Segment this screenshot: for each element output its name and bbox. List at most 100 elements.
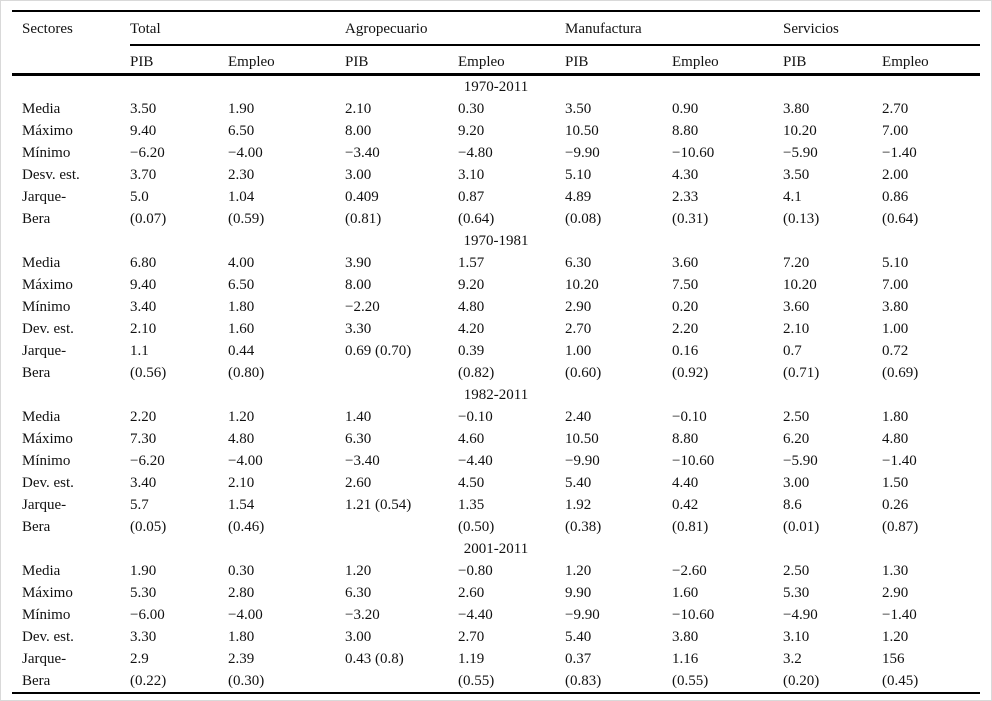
statistics-table: Sectores Total Agropecuario Manufactura … (12, 10, 981, 694)
table-cell: 0.30 (228, 562, 255, 579)
table-cell: 8.00 (345, 122, 372, 139)
table-cell: 1.80 (228, 628, 255, 645)
period-row: 1982-2011 (12, 384, 980, 406)
table-cell: 2.50 (783, 408, 810, 425)
row-label: Bera (22, 518, 51, 535)
table-cell: (0.30) (228, 672, 265, 689)
table-cell: 3.2 (783, 650, 802, 667)
table-cell: 2.10 (130, 320, 157, 337)
row-label: Jarque- (22, 496, 67, 513)
table-cell: 5.40 (565, 474, 592, 491)
table-cell: (0.05) (130, 518, 167, 535)
table-cell: −4.40 (458, 452, 493, 469)
table-cell: (0.31) (672, 210, 709, 227)
table-cell: 1.90 (228, 100, 255, 117)
table-cell: 5.30 (783, 584, 810, 601)
row-label: Máximo (22, 584, 73, 601)
row-label: Máximo (22, 276, 73, 293)
table-cell: 10.50 (565, 430, 599, 447)
table-cell: −4.00 (228, 452, 263, 469)
table-cell: (0.87) (882, 518, 919, 535)
table-row: Mínimo −6.20 −4.00 −3.40 −4.80 −9.90 −10.60 −5.… (12, 142, 980, 164)
table-cell: 1.19 (458, 650, 485, 667)
table-cell: 10.50 (565, 122, 599, 139)
table-cell: 2.80 (228, 584, 255, 601)
col-header-empleo: Empleo (458, 45, 566, 76)
table-cell: 8.80 (672, 122, 699, 139)
table-cell: 2.90 (565, 298, 592, 315)
row-label: Dev. est. (22, 474, 74, 491)
table-cell: 4.20 (458, 320, 485, 337)
sub-header-row: PIB Empleo PIB Empleo PIB Empleo PIB Emp… (12, 45, 981, 76)
table-cell: 3.00 (345, 166, 372, 183)
row-label: Máximo (22, 122, 73, 139)
table-cell: 4.89 (565, 188, 592, 205)
group-header-agropecuario: Agropecuario (345, 11, 566, 46)
table-cell: 9.20 (458, 122, 485, 139)
table-cell: (0.81) (345, 210, 382, 227)
table-cell: 2.10 (345, 100, 372, 117)
table-cell: 2.00 (882, 166, 909, 183)
table-cell: 1.35 (458, 496, 485, 513)
table-cell: 0.86 (882, 188, 909, 205)
table-cell: 0.16 (672, 342, 699, 359)
table-cell: 6.20 (783, 430, 810, 447)
period-label: 1970-1981 (463, 232, 529, 249)
table-cell: 4.60 (458, 430, 485, 447)
row-label: Mínimo (22, 606, 71, 623)
table-cell: −9.90 (565, 452, 600, 469)
row-label: Bera (22, 672, 51, 689)
table-cell: −0.10 (672, 408, 707, 425)
table-cell: 7.30 (130, 430, 157, 447)
col-header-pib: PIB (130, 45, 228, 76)
table-cell: 2.33 (672, 188, 699, 205)
table-cell: 3.50 (565, 100, 592, 117)
table-cell: 3.80 (672, 628, 699, 645)
table-cell: 0.37 (565, 650, 592, 667)
table-cell (345, 362, 458, 384)
table-cell: 9.40 (130, 122, 157, 139)
table-cell: −5.90 (783, 144, 818, 161)
table-cell: −2.20 (345, 298, 380, 315)
table-cell: 6.30 (565, 254, 592, 271)
col-header-empleo: Empleo (228, 45, 346, 76)
table-row: Media 6.80 4.00 3.90 1.57 6.30 3.60 7.20 5.10 (12, 252, 980, 274)
row-label: Máximo (22, 430, 73, 447)
table-cell: 1.1 (130, 342, 149, 359)
table-cell: 8.00 (345, 276, 372, 293)
table-cell: (0.46) (228, 518, 265, 535)
table-cell: 5.7 (130, 496, 149, 513)
table-cell: (0.83) (565, 672, 602, 689)
col-header-empleo: Empleo (882, 45, 981, 76)
table-cell: 1.21 (0.54) (345, 496, 412, 513)
table-cell: 6.80 (130, 254, 157, 271)
table-body: 1970-2011 Media 3.50 1.90 2.10 0.30 3.50 0.90 3.… (12, 74, 980, 693)
group-header-total: Total (130, 11, 346, 46)
table-cell: −6.20 (130, 452, 165, 469)
table-cell: 6.50 (228, 276, 255, 293)
table-cell: −1.40 (882, 606, 917, 623)
table-row: Media 2.20 1.20 1.40 −0.10 2.40 −0.10 2.50 1.80 (12, 406, 980, 428)
table-cell: 3.80 (783, 100, 810, 117)
table-cell: −0.10 (458, 408, 493, 425)
table-cell: 2.9 (130, 650, 149, 667)
table-cell: 4.40 (672, 474, 699, 491)
table-cell: 0.72 (882, 342, 909, 359)
table-cell: (0.45) (882, 672, 919, 689)
table-cell: −5.90 (783, 452, 818, 469)
table-cell: 0.409 (345, 188, 379, 205)
table-cell: 3.10 (458, 166, 485, 183)
table-cell: 3.40 (130, 298, 157, 315)
table-cell: (0.13) (783, 210, 820, 227)
table-cell: 10.20 (565, 276, 599, 293)
table-cell: 4.1 (783, 188, 802, 205)
table-row: Media 3.50 1.90 2.10 0.30 3.50 0.90 3.80 2.70 (12, 98, 980, 120)
table-cell: 8.80 (672, 430, 699, 447)
table-cell: (0.08) (565, 210, 602, 227)
table-cell: 3.30 (130, 628, 157, 645)
table-cell: (0.07) (130, 210, 167, 227)
table-cell: 5.10 (565, 166, 592, 183)
table-cell: 6.30 (345, 584, 372, 601)
table-cell: −0.80 (458, 562, 493, 579)
table-cell: 1.90 (130, 562, 157, 579)
